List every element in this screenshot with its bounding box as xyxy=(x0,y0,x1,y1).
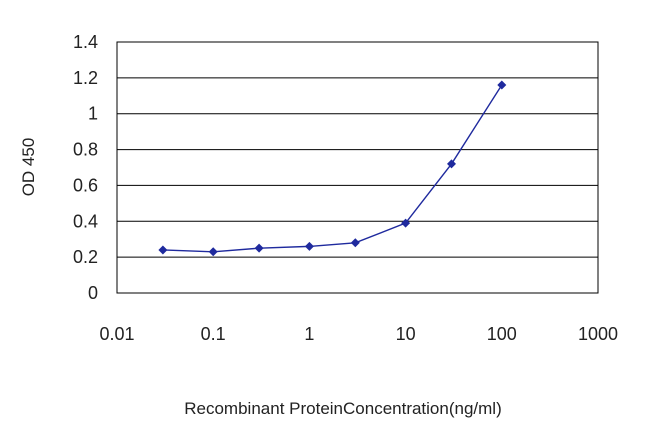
x-axis-title: Recombinant ProteinConcentration(ng/ml) xyxy=(184,399,502,418)
x-tick-label: 1000 xyxy=(578,324,618,344)
data-point xyxy=(254,243,264,253)
x-tick-label: 10 xyxy=(396,324,416,344)
x-tick-label: 100 xyxy=(487,324,517,344)
x-tick-label: 0.1 xyxy=(201,324,226,344)
data-point xyxy=(446,159,456,169)
data-point xyxy=(304,241,314,251)
y-tick-label: 0.8 xyxy=(73,140,98,160)
data-point xyxy=(208,247,218,257)
y-tick-label: 0.6 xyxy=(73,175,98,195)
series-layer xyxy=(158,80,507,257)
data-point xyxy=(350,238,360,248)
series-line xyxy=(162,84,503,253)
data-point xyxy=(401,218,411,228)
grid-lines xyxy=(117,77,598,258)
y-tick-label: 1.4 xyxy=(73,32,98,52)
y-axis-title: OD 450 xyxy=(19,138,38,197)
data-point xyxy=(158,245,168,255)
x-tick-label: 1 xyxy=(304,324,314,344)
x-tick-label: 0.01 xyxy=(99,324,134,344)
x-axis-ticks: 0.01 0.1 1 10 100 1000 xyxy=(99,324,618,344)
y-tick-label: 1.2 xyxy=(73,68,98,88)
data-point xyxy=(497,80,507,90)
y-tick-label: 0 xyxy=(88,283,98,303)
y-tick-label: 0.4 xyxy=(73,211,98,231)
y-tick-label: 1 xyxy=(88,104,98,124)
y-tick-label: 0.2 xyxy=(73,247,98,267)
y-axis-ticks: 0 0.2 0.4 0.6 0.8 1 1.2 1.4 xyxy=(73,32,98,303)
plot-area xyxy=(116,41,599,294)
